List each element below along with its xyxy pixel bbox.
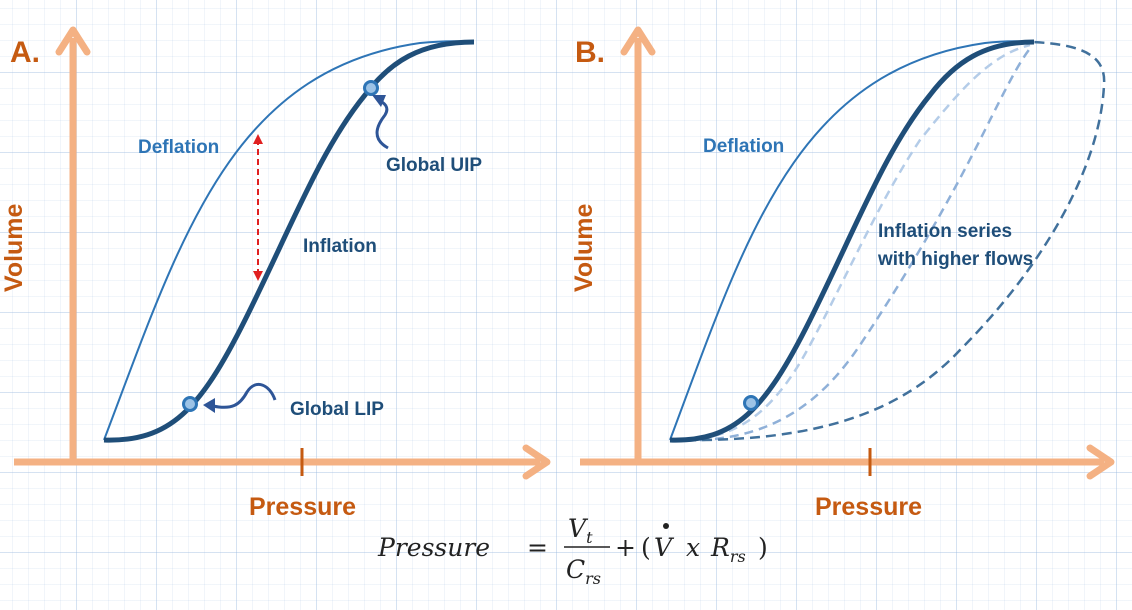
panel-a-y-axis-title: Volume — [0, 203, 28, 292]
panel-a-deflation-label: Deflation — [138, 137, 219, 158]
panel-b-y-axis-arrowhead — [620, 26, 656, 56]
panel-a-deflation-curve — [103, 40, 475, 441]
numerator-subscript: t — [586, 528, 593, 547]
panel-a-x-axis-arrowhead — [522, 444, 551, 480]
panel-a-uip-point — [363, 80, 379, 96]
panel-b-inflation-series-mid — [669, 45, 1033, 442]
panel-b-x-axis-title: Pressure — [815, 493, 922, 521]
panel-b-y-axis-title: Volume — [570, 203, 598, 292]
equation-plus: + — [615, 533, 636, 562]
panel-a-y-axis-arrowhead — [55, 26, 91, 56]
equation-close-paren: ) — [758, 533, 768, 562]
equation-resistance: Rrs — [710, 533, 746, 566]
panel-a-lip-label: Global LIP — [290, 399, 384, 420]
flow-dot-icon — [663, 523, 669, 529]
panel-a-lip-point — [182, 396, 198, 412]
equation-lhs: Pressure — [377, 533, 490, 562]
equation-numerator: Vt — [568, 514, 593, 547]
panel-b-label: B. — [575, 36, 605, 69]
denominator-base: C — [566, 555, 585, 584]
panel-b-series-label-line1: Inflation series — [878, 221, 1012, 242]
panel-b-lip-point — [743, 395, 759, 411]
panel-b-inflation-series-dark — [669, 40, 1106, 442]
panel-a-uip-pointer — [375, 98, 389, 150]
panel-b-deflation-curve — [669, 40, 1035, 441]
pressure-equation: Pressure = Vt Crs + ( V x Rrs ) — [377, 514, 768, 588]
panel-b-inflation-curve — [669, 39, 1035, 443]
panel-a-inflation-label: Inflation — [303, 236, 377, 257]
panel-b: B. Volume Pressure Deflation Inflation s… — [570, 26, 1115, 521]
equation-denominator: Crs — [566, 555, 601, 588]
equation-open-paren: ( — [641, 533, 651, 562]
panel-b-deflation-label: Deflation — [703, 136, 784, 157]
panel-a-uip-label: Global UIP — [386, 155, 482, 176]
panel-a-lip-pointer-head — [203, 398, 215, 413]
denominator-subscript: rs — [585, 569, 601, 588]
panel-a: A. Volume Pressure Deflation Inflation G… — [0, 26, 551, 521]
equation-equals: = — [527, 533, 548, 562]
panel-b-x-axis-arrowhead — [1086, 444, 1115, 480]
numerator-base: V — [568, 514, 589, 543]
panel-a-uip-pointer-head — [372, 95, 386, 107]
panel-a-x-axis-title: Pressure — [249, 493, 356, 521]
resistance-base: R — [710, 533, 730, 562]
resistance-subscript: rs — [730, 547, 746, 566]
panel-b-series-label-line2: with higher flows — [877, 249, 1033, 270]
panel-b-inflation-series-light — [669, 43, 1031, 442]
equation-times: x — [686, 533, 700, 562]
panel-a-lip-pointer — [212, 382, 277, 409]
panel-a-inflation-curve — [103, 39, 475, 443]
equation-flow-symbol: V — [654, 533, 675, 562]
panel-a-label: A. — [10, 36, 40, 69]
